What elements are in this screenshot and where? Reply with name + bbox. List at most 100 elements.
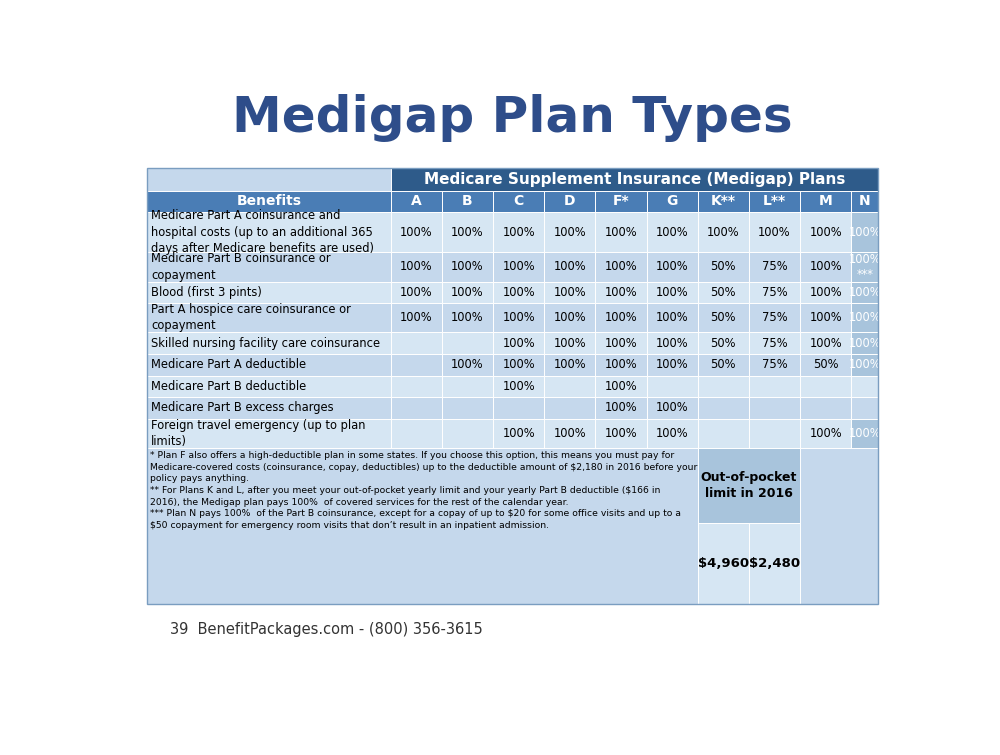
Text: 100%: 100% <box>605 226 637 239</box>
Text: 100%: 100% <box>451 226 484 239</box>
Bar <box>147 168 391 191</box>
Bar <box>749 375 800 397</box>
Bar <box>147 332 391 354</box>
Bar <box>851 282 878 303</box>
Text: 100%: 100% <box>605 427 637 439</box>
Bar <box>544 303 595 332</box>
Bar <box>147 252 391 282</box>
Bar <box>544 212 595 252</box>
Bar <box>800 418 851 448</box>
Text: Medigap Plan Types: Medigap Plan Types <box>232 94 793 141</box>
Text: 100%: 100% <box>554 427 586 439</box>
Bar <box>698 397 749 418</box>
Bar <box>749 397 800 418</box>
Bar <box>647 191 698 212</box>
Bar <box>749 282 800 303</box>
Bar <box>493 303 544 332</box>
Text: Out-of-pocket
limit in 2016: Out-of-pocket limit in 2016 <box>701 471 797 500</box>
Text: 100%: 100% <box>502 427 535 439</box>
Bar <box>851 375 878 397</box>
Bar <box>544 252 595 282</box>
Text: 50%: 50% <box>711 311 736 324</box>
Bar <box>147 212 391 252</box>
Bar <box>595 212 647 252</box>
Bar <box>800 191 851 212</box>
Bar <box>544 282 595 303</box>
Bar <box>442 397 493 418</box>
Bar <box>391 282 442 303</box>
Bar <box>493 212 544 252</box>
Text: 100%: 100% <box>656 358 688 371</box>
Bar <box>647 282 698 303</box>
Bar <box>391 397 442 418</box>
Text: 100%: 100% <box>605 402 637 414</box>
Bar <box>698 332 749 354</box>
Text: Blood (first 3 pints): Blood (first 3 pints) <box>151 286 262 299</box>
Text: 100%: 100% <box>656 402 688 414</box>
Text: 100%: 100% <box>554 358 586 371</box>
Text: 100%: 100% <box>605 358 637 371</box>
Text: M: M <box>819 195 832 208</box>
Bar <box>595 418 647 448</box>
Bar <box>147 282 391 303</box>
Text: 100%: 100% <box>451 286 484 299</box>
Bar <box>391 191 442 212</box>
Text: Medicare Part A coinsurance and
hospital costs (up to an additional 365
days aft: Medicare Part A coinsurance and hospital… <box>151 209 374 255</box>
Text: 100%: 100% <box>605 286 637 299</box>
Text: 50%: 50% <box>711 260 736 273</box>
Text: 100%: 100% <box>758 226 791 239</box>
Bar <box>442 191 493 212</box>
Bar <box>851 354 878 375</box>
Bar <box>800 282 851 303</box>
Bar <box>544 418 595 448</box>
Bar <box>544 354 595 375</box>
Bar <box>147 191 391 212</box>
Bar <box>595 191 647 212</box>
Text: 100%: 100% <box>502 260 535 273</box>
Bar <box>800 252 851 282</box>
Bar <box>698 354 749 375</box>
Bar <box>493 252 544 282</box>
Bar <box>442 212 493 252</box>
Text: 100%: 100% <box>848 286 881 299</box>
Bar <box>493 375 544 397</box>
Bar <box>647 397 698 418</box>
Bar <box>442 375 493 397</box>
Text: 100%: 100% <box>605 260 637 273</box>
Text: Medicare Part A deductible: Medicare Part A deductible <box>151 358 306 371</box>
Bar <box>442 354 493 375</box>
Bar <box>147 375 391 397</box>
Text: 100%: 100% <box>656 311 688 324</box>
Text: 75%: 75% <box>762 260 787 273</box>
Bar <box>391 303 442 332</box>
Text: K**: K** <box>711 195 736 208</box>
Text: 100%: 100% <box>502 358 535 371</box>
Text: 100%: 100% <box>848 358 881 371</box>
Text: 100%: 100% <box>451 260 484 273</box>
Text: 100%: 100% <box>809 311 842 324</box>
Bar <box>493 397 544 418</box>
Bar <box>647 354 698 375</box>
Bar <box>544 191 595 212</box>
Bar <box>698 282 749 303</box>
Bar <box>749 418 800 448</box>
Text: 100%: 100% <box>605 380 637 393</box>
Text: 100%: 100% <box>848 337 881 350</box>
Text: 100%: 100% <box>656 226 688 239</box>
Text: Part A hospice care coinsurance or
copayment: Part A hospice care coinsurance or copay… <box>151 303 351 332</box>
Bar <box>800 212 851 252</box>
Bar <box>595 375 647 397</box>
Bar <box>749 212 800 252</box>
Text: 100%: 100% <box>554 260 586 273</box>
Bar <box>698 191 749 212</box>
Bar <box>800 375 851 397</box>
Text: 100%: 100% <box>656 427 688 439</box>
Bar <box>851 332 878 354</box>
Text: 100%: 100% <box>502 380 535 393</box>
Bar <box>851 212 878 252</box>
Text: 75%: 75% <box>762 337 787 350</box>
Text: 100%: 100% <box>554 311 586 324</box>
Bar <box>698 448 800 523</box>
Bar <box>698 375 749 397</box>
Text: 100%: 100% <box>809 286 842 299</box>
